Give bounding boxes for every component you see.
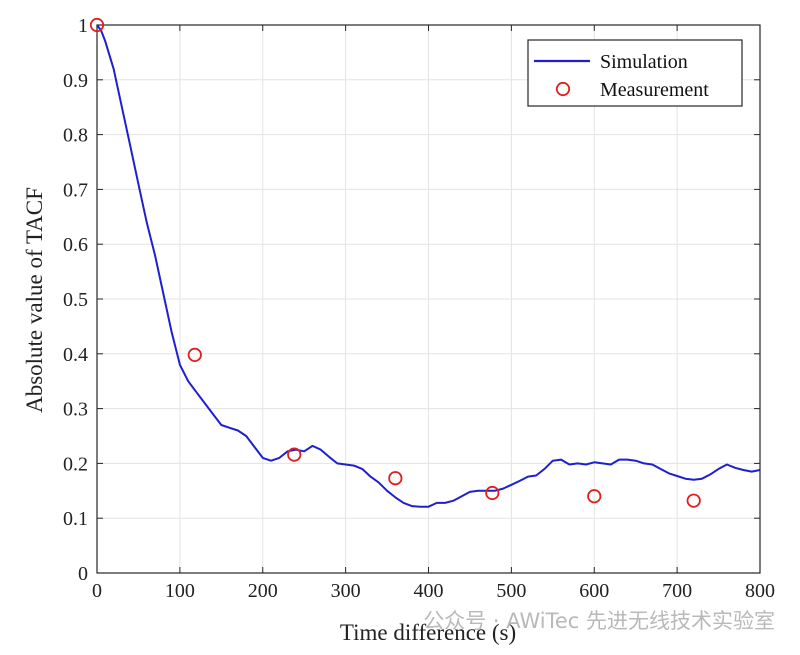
measurement-point [287, 447, 302, 462]
measurement-point [388, 471, 403, 486]
y-tick-label: 0.7 [63, 179, 88, 201]
legend-measurement-marker [555, 81, 571, 97]
legend-measurement-label: Measurement [600, 79, 709, 101]
y-tick-label: 0.9 [63, 70, 88, 92]
measurement-point [187, 347, 202, 362]
y-tick-label: 0.5 [63, 289, 88, 311]
y-axis-title: Absolute value of TACF [22, 187, 47, 413]
measurement-point [485, 485, 500, 501]
x-tick-label: 100 [165, 580, 195, 602]
y-tick-label: 1 [78, 15, 88, 37]
x-tick-label: 400 [414, 580, 444, 602]
x-tick-label: 600 [579, 580, 609, 602]
y-axis-ticks: 0 0.1 0.2 0.3 0.4 0.5 0.6 0.7 0.8 0.9 1 [63, 15, 760, 585]
y-tick-label: 0.1 [63, 508, 88, 530]
measurement-point [686, 493, 701, 508]
x-axis-ticks: 0 100 200 300 400 500 600 700 800 [92, 25, 775, 602]
y-tick-label: 0.3 [63, 399, 88, 421]
measurement-point [587, 489, 602, 504]
measurement-point [89, 17, 105, 33]
x-tick-label: 300 [331, 580, 361, 602]
y-tick-label: 0.6 [63, 234, 88, 256]
x-tick-label: 700 [662, 580, 692, 602]
x-tick-label: 0 [92, 580, 102, 602]
x-axis-title: Time difference (s) [340, 620, 516, 645]
y-tick-label: 0.2 [63, 453, 88, 475]
simulation-line [96, 24, 761, 508]
x-tick-label: 200 [248, 580, 278, 602]
y-tick-label: 0.4 [63, 344, 88, 366]
y-tick-label: 0.8 [63, 125, 88, 147]
series [89, 17, 761, 508]
watermark-text: 公众号 · AWiTec 先进无线技术实验室 [423, 609, 775, 633]
legend-simulation-label: Simulation [600, 51, 688, 73]
x-tick-label: 800 [745, 580, 775, 602]
x-tick-label: 500 [496, 580, 526, 602]
legend: Simulation Measurement [527, 39, 743, 107]
y-tick-label: 0 [78, 563, 88, 585]
